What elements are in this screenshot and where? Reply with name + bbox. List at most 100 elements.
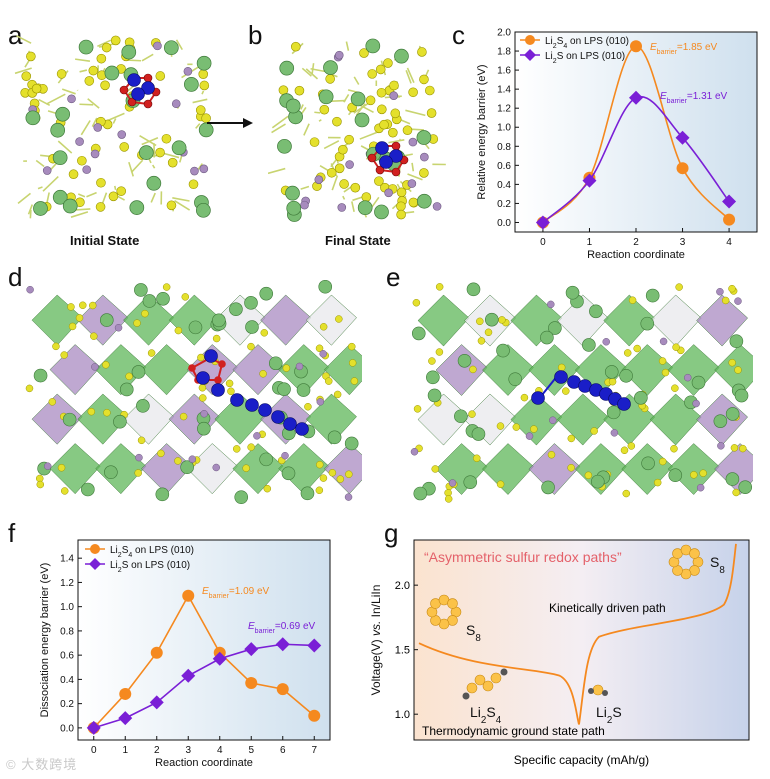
sulfur-atom bbox=[79, 301, 87, 310]
sulfur-atom bbox=[623, 349, 632, 357]
sulfur-atom bbox=[675, 283, 683, 291]
lithium-atom bbox=[604, 365, 619, 379]
lithium-atom bbox=[198, 122, 214, 138]
sulfur-atom bbox=[567, 434, 576, 443]
bond bbox=[77, 193, 86, 198]
sulfur-atom bbox=[417, 47, 427, 57]
bond bbox=[141, 53, 154, 62]
sulfur-atom bbox=[179, 412, 188, 421]
data-point bbox=[118, 711, 133, 726]
y-tick-label: 1.4 bbox=[497, 85, 511, 96]
y-axis-label: Relative energy barrier (eV) bbox=[476, 64, 488, 199]
data-point bbox=[629, 90, 643, 105]
bond bbox=[174, 200, 191, 211]
sulfur-atom bbox=[57, 463, 66, 472]
lithium-atom bbox=[277, 138, 292, 154]
y-tick-label: 0.8 bbox=[60, 626, 74, 637]
phosphorus-atom bbox=[212, 463, 220, 472]
sulfur-atom bbox=[567, 464, 575, 472]
sulfur-atom bbox=[147, 349, 156, 357]
transition-arrow bbox=[207, 118, 253, 128]
sulfur-atom bbox=[67, 303, 75, 311]
sulfur-atom bbox=[468, 410, 476, 418]
sulfur-atom bbox=[31, 83, 42, 94]
sulfur-atom bbox=[181, 293, 190, 301]
sulfur-atom bbox=[96, 53, 107, 64]
bond bbox=[152, 164, 156, 169]
bond bbox=[330, 158, 338, 168]
lithium-atom bbox=[457, 353, 472, 368]
li2s-label: Li2S bbox=[596, 704, 622, 726]
bond bbox=[314, 111, 321, 114]
sulfur-atom bbox=[309, 137, 320, 147]
phosphorus-atom bbox=[183, 66, 193, 76]
data-point bbox=[723, 213, 736, 226]
oxygen-atom bbox=[391, 167, 401, 177]
data-point bbox=[675, 130, 690, 145]
sulfur-atom bbox=[25, 384, 34, 393]
data-point bbox=[245, 677, 258, 690]
phosphorus-atom bbox=[659, 337, 668, 346]
y-tick-label: 0.0 bbox=[497, 218, 511, 229]
sulfur-atom bbox=[166, 200, 177, 211]
sulfur-atom bbox=[188, 179, 199, 190]
sulfur-atom bbox=[376, 87, 387, 98]
phosphorus-atom bbox=[190, 166, 199, 176]
lithium-atom bbox=[259, 286, 274, 301]
blue-atom bbox=[196, 371, 210, 385]
polyhedron bbox=[323, 443, 362, 495]
lithium-atom bbox=[300, 486, 315, 501]
lithium-atom bbox=[50, 122, 66, 138]
phosphorus-atom bbox=[93, 123, 103, 132]
blue-atom bbox=[283, 417, 297, 431]
bond bbox=[192, 98, 208, 104]
bond bbox=[107, 112, 125, 122]
lps-surface-structure-e bbox=[410, 282, 753, 503]
y-tick-label: 1.6 bbox=[497, 66, 511, 77]
sulfur-atom bbox=[670, 444, 678, 453]
lithium-atom bbox=[55, 106, 71, 122]
sulfur-atom bbox=[247, 342, 255, 351]
polyhedron bbox=[696, 294, 748, 347]
bond bbox=[87, 98, 100, 109]
blue-atom bbox=[258, 403, 272, 417]
oxygen-atom bbox=[367, 153, 377, 163]
sulfur-atom bbox=[476, 317, 484, 326]
bond bbox=[407, 173, 423, 181]
lithium-atom bbox=[668, 468, 683, 483]
legend-label: Li2S on LPS (010) bbox=[545, 51, 625, 65]
phosphorus-atom bbox=[82, 165, 91, 174]
sulfur-atom bbox=[199, 394, 207, 402]
sulfur-atom bbox=[383, 58, 393, 68]
lithium-atom bbox=[541, 480, 555, 495]
sulfur-atom bbox=[365, 95, 376, 106]
lithium-atom bbox=[121, 44, 137, 60]
phosphorus-atom bbox=[281, 451, 289, 460]
phosphorus-atom bbox=[525, 432, 534, 440]
bond bbox=[331, 175, 339, 191]
sulfur-atom bbox=[95, 202, 106, 212]
lithium-atom bbox=[734, 388, 749, 403]
sulfur-atom bbox=[728, 358, 736, 367]
blue-atom bbox=[375, 141, 389, 155]
data-point bbox=[182, 589, 195, 602]
sulfur-atom bbox=[444, 495, 453, 503]
lithium-atom bbox=[33, 368, 48, 383]
lithium-atom bbox=[163, 40, 179, 56]
data-point bbox=[308, 709, 321, 722]
sulfur-atom bbox=[319, 474, 328, 482]
bond bbox=[310, 67, 325, 73]
lithium-atom bbox=[81, 482, 95, 497]
lithium-atom bbox=[357, 200, 373, 216]
lithium-atom bbox=[318, 89, 334, 105]
lithium-atom bbox=[25, 110, 41, 126]
sulfur-atom bbox=[101, 42, 112, 53]
bond bbox=[42, 176, 59, 192]
bond bbox=[86, 191, 97, 198]
structure-final-state bbox=[268, 38, 446, 222]
phosphorus-atom bbox=[337, 203, 347, 212]
bond bbox=[323, 140, 340, 150]
lithium-atom bbox=[78, 39, 94, 55]
sulfur-atom bbox=[315, 486, 324, 495]
initial-state-caption: Initial State bbox=[70, 233, 140, 248]
